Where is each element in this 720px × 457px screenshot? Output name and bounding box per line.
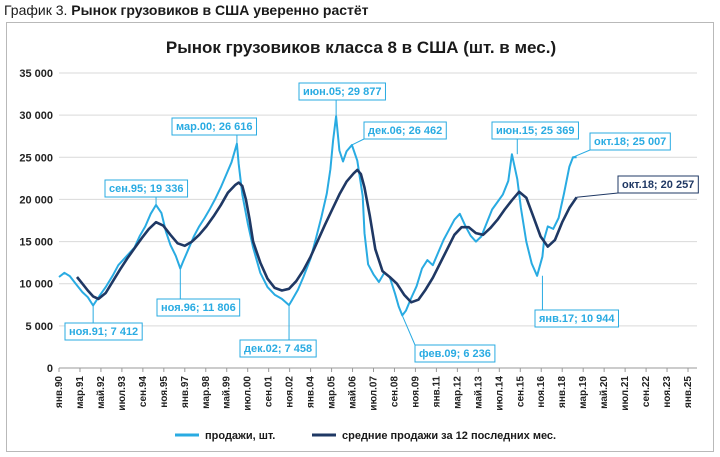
y-tick-label: 0 (47, 363, 53, 375)
x-tick-label: янв.11 (431, 376, 442, 408)
caption-prefix: График 3. (4, 2, 68, 18)
x-tick-label: янв.18 (557, 376, 568, 408)
data-label-text: июн.15; 25 369 (496, 125, 574, 137)
x-tick-label: июл.21 (620, 376, 631, 411)
data-label-box (589, 132, 671, 151)
x-axis-ticks: янв.90 мар.91 май.92 июл.93 сен.94 ноя.95 янв.… (54, 368, 694, 411)
x-tick-label: мар.05 (327, 376, 338, 409)
y-tick-label: 35 000 (19, 68, 53, 80)
legend-label-avg: средние продажи за 12 последних мес. (342, 430, 556, 442)
x-tick-label: сен.08 (389, 376, 400, 408)
x-tick-label: сен.01 (264, 376, 275, 408)
data-label: июн.15; 25 369 (491, 121, 579, 155)
data-label-leader (576, 192, 619, 198)
data-label: окт.18; 20 257 (576, 175, 699, 198)
data-label: окт.18; 25 007 (572, 132, 671, 158)
data-label-box (491, 121, 579, 140)
data-label-box (298, 82, 386, 101)
data-label-box (363, 121, 447, 140)
data-label: мар.00; 26 616 (171, 117, 257, 144)
chart-frame: Рынок грузовиков класса 8 в США (шт. в м… (6, 22, 714, 452)
data-label-box (534, 309, 619, 328)
data-label-box (64, 322, 143, 341)
x-tick-label: мар.98 (201, 376, 212, 409)
data-label-text: мар.00; 26 616 (176, 121, 252, 133)
data-label-text: ноя.91; 7 412 (69, 326, 138, 338)
x-tick-label: сен.15 (515, 376, 526, 408)
data-label-text: сен.95; 19 336 (109, 183, 184, 195)
data-label-text: окт.18; 25 007 (594, 136, 666, 148)
y-tick-label: 15 000 (19, 237, 53, 249)
x-tick-label: ноя.23 (662, 376, 673, 408)
x-tick-label: июл.14 (494, 376, 505, 411)
figure-caption: График 3. Рынок грузовиков в США уверенн… (4, 2, 369, 18)
x-tick-label: май.92 (96, 376, 107, 409)
chart-svg: Рынок грузовиков класса 8 в США (шт. в м… (19, 38, 699, 442)
data-label-text: окт.18; 20 257 (622, 179, 694, 191)
y-tick-label: 30 000 (19, 110, 53, 122)
data-label-text: фев.09; 6 236 (419, 348, 491, 360)
x-tick-label: май.20 (599, 376, 610, 409)
data-label: янв.17; 10 944 (534, 275, 619, 328)
x-tick-label: ноя.09 (410, 376, 421, 408)
data-label: июн.05; 29 877 (298, 82, 386, 117)
data-label-text: июн.05; 29 877 (303, 86, 381, 98)
data-label-leader (401, 315, 416, 346)
y-tick-label: 20 000 (19, 194, 53, 206)
x-tick-label: янв.97 (180, 376, 191, 408)
x-tick-label: ноя.16 (536, 376, 547, 408)
annotation-layer: ноя.91; 7 412 сен.95; 19 336 ноя.96; 11 80… (64, 82, 699, 363)
x-tick-label: июл.00 (243, 376, 254, 411)
data-label: дек.06; 26 462 (351, 121, 447, 146)
data-label-box (414, 344, 496, 363)
data-label: сен.95; 19 336 (104, 179, 189, 206)
y-tick-label: 25 000 (19, 152, 53, 164)
x-tick-label: июл.07 (369, 376, 380, 411)
chart-title: Рынок грузовиков класса 8 в США (шт. в м… (166, 38, 556, 57)
data-label-box (617, 175, 699, 194)
x-tick-label: янв.25 (683, 376, 694, 408)
x-tick-label: май.06 (348, 376, 359, 409)
data-label: ноя.96; 11 806 (156, 268, 241, 317)
data-label-leader (572, 149, 591, 158)
data-label-text: дек.02; 7 458 (244, 343, 312, 355)
data-label-leader (351, 138, 365, 146)
x-tick-label: ноя.02 (285, 376, 296, 408)
data-label-box (104, 179, 189, 198)
x-tick-label: июл.93 (117, 376, 128, 411)
data-label: ноя.91; 7 412 (64, 305, 143, 341)
data-label-text: янв.17; 10 944 (539, 313, 615, 325)
x-tick-label: янв.04 (306, 376, 317, 408)
y-axis-ticks: 0 5 000 10 000 15 000 20 000 25 000 30 000 35 0… (19, 68, 53, 375)
x-tick-label: сен.94 (138, 376, 149, 408)
legend-label-sales: продажи, шт. (205, 430, 275, 442)
y-tick-label: 5 000 (25, 321, 53, 333)
series-layer (58, 115, 578, 317)
x-tick-label: янв.90 (54, 376, 65, 408)
x-tick-label: май.13 (473, 376, 484, 409)
x-tick-label: ноя.95 (159, 376, 170, 408)
data-label: фев.09; 6 236 (401, 315, 496, 363)
data-label-box (171, 117, 257, 136)
data-label-text: ноя.96; 11 806 (161, 302, 236, 314)
data-label: дек.02; 7 458 (239, 305, 317, 358)
data-label-box (239, 339, 317, 358)
grid-layer (59, 72, 697, 369)
legend: продажи, шт. средние продажи за 12 послед… (175, 430, 556, 442)
caption-title: Рынок грузовиков в США уверенно растёт (71, 2, 369, 18)
x-tick-label: мар.91 (75, 376, 86, 409)
data-label-box (156, 298, 241, 317)
x-tick-label: сен.22 (641, 376, 652, 408)
y-tick-label: 10 000 (19, 279, 53, 291)
x-tick-label: мар.12 (452, 376, 463, 409)
series-avg-line (75, 168, 578, 304)
data-label-text: дек.06; 26 462 (368, 125, 442, 137)
x-tick-label: май.99 (222, 376, 233, 409)
x-tick-label: мар.19 (578, 376, 589, 409)
